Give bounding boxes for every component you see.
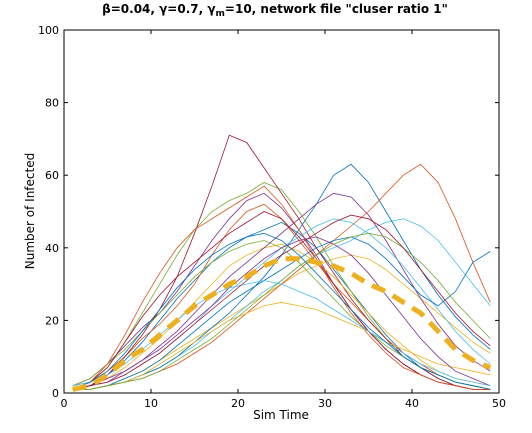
- plot-frame: [63, 29, 500, 394]
- series-line-3: [72, 254, 491, 390]
- y-axis-ticks: 0 20 40 60 80 100: [38, 24, 499, 400]
- x-tick-label: 30: [318, 397, 332, 410]
- x-axis-label: Sim Time: [253, 408, 309, 422]
- y-axis-label: Number of Infected: [23, 153, 37, 269]
- series-line-19: [72, 232, 491, 390]
- x-tick-label: 40: [405, 397, 419, 410]
- y-tick-label: 20: [45, 314, 59, 327]
- y-tick-label: 40: [45, 242, 59, 255]
- y-tick-label: 80: [45, 97, 59, 110]
- series-line-10: [72, 243, 491, 390]
- x-tick-label: 0: [61, 397, 68, 410]
- series-line-16: [72, 185, 491, 390]
- x-tick-label: 50: [492, 397, 506, 410]
- x-tick-label: 20: [231, 397, 245, 410]
- series-line-14: [72, 211, 491, 390]
- y-tick-label: 100: [38, 24, 59, 37]
- series-line-15: [72, 236, 491, 390]
- mean-series-line: [72, 256, 492, 392]
- mean-line: [72, 256, 492, 392]
- series-line-18: [72, 236, 491, 390]
- series-lines: [72, 134, 491, 390]
- chart-title: β=0.04, γ=0.7, γm=10, network file "clus…: [102, 2, 448, 19]
- series-line-5: [72, 182, 491, 390]
- x-axis-ticks: 0 10 20 30 40 50: [61, 30, 506, 410]
- series-line-21: [72, 214, 491, 390]
- y-tick-label: 0: [52, 387, 59, 400]
- x-tick-label: 10: [144, 397, 158, 410]
- y-tick-label: 60: [45, 169, 59, 182]
- series-line-17: [72, 301, 491, 390]
- series-line-22: [72, 232, 491, 390]
